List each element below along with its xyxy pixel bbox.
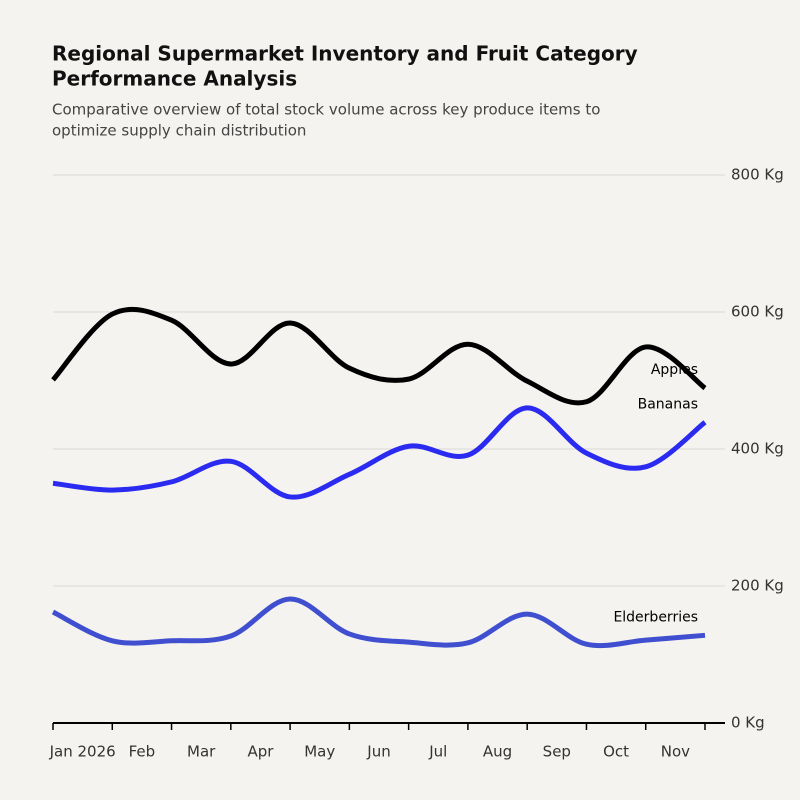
x-tick-label: Aug	[483, 743, 512, 761]
series-line	[51, 306, 707, 406]
series-label: Bananas	[638, 396, 698, 412]
chart-subtitle: Comparative overview of total stock volu…	[52, 101, 600, 119]
x-tick-label: May	[304, 743, 335, 761]
y-tick-label: 200 Kg	[731, 577, 784, 595]
y-tick-label: 600 Kg	[731, 303, 784, 321]
series-line	[51, 596, 706, 649]
x-tick-label: Jun	[366, 743, 390, 761]
series-line	[52, 405, 707, 500]
y-tick-label: 800 Kg	[731, 166, 784, 184]
x-tick-label: Jul	[428, 743, 447, 761]
y-tick-label: 400 Kg	[731, 440, 784, 458]
x-tick-label: Nov	[661, 743, 690, 761]
chart-subtitle: optimize supply chain distribution	[52, 122, 306, 140]
x-tick-label: Sep	[543, 743, 571, 761]
chart-title: Performance Analysis	[52, 67, 297, 91]
x-tick-label: Apr	[247, 743, 274, 761]
series-label: Elderberries	[613, 609, 698, 625]
chart-title: Regional Supermarket Inventory and Fruit…	[52, 42, 638, 66]
x-tick-label: Feb	[129, 743, 156, 761]
y-tick-label: 0 Kg	[731, 714, 765, 732]
x-tick-label: Jan 2026	[49, 743, 116, 761]
x-tick-label: Oct	[603, 743, 629, 761]
x-tick-label: Mar	[187, 743, 216, 761]
series-label: Apples	[651, 362, 698, 378]
